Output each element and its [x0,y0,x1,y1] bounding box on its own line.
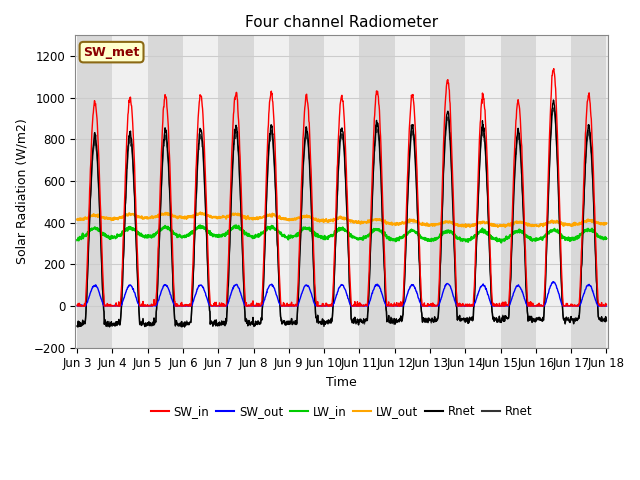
Legend: SW_in, SW_out, LW_in, LW_out, Rnet, Rnet: SW_in, SW_out, LW_in, LW_out, Rnet, Rnet [147,400,537,423]
Title: Four channel Radiometer: Four channel Radiometer [245,15,438,30]
Bar [571,36,606,348]
Bar [360,36,395,348]
Bar [253,36,289,348]
Bar [430,36,465,348]
Bar [465,36,500,348]
Bar [183,36,218,348]
X-axis label: Time: Time [326,376,357,389]
Bar [395,36,430,348]
Bar [289,36,324,348]
Bar [324,36,360,348]
Text: SW_met: SW_met [83,46,140,59]
Bar [606,36,640,348]
Bar [77,36,113,348]
Y-axis label: Solar Radiation (W/m2): Solar Radiation (W/m2) [15,119,28,264]
Bar [536,36,571,348]
Bar [113,36,148,348]
Bar [500,36,536,348]
Bar [148,36,183,348]
Bar [218,36,253,348]
